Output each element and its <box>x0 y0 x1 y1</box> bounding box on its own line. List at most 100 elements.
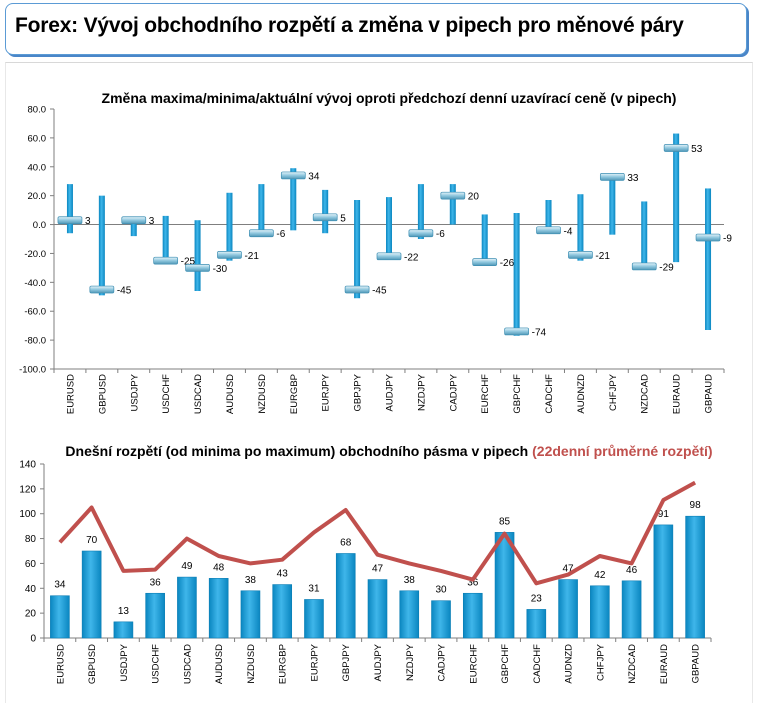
chart2-bar <box>304 599 324 639</box>
chart1-current-marker <box>121 216 147 225</box>
chart2-x-tick-label: EURCHF <box>468 644 479 684</box>
chart1-data-label: -30 <box>213 264 228 275</box>
chart2-y-tick-label: 60 <box>25 559 37 570</box>
page-title-box: Forex: Vývoj obchodního rozpětí a změna … <box>5 3 747 55</box>
chart1-current-marker <box>217 251 242 259</box>
chart1-range-bar <box>673 133 680 263</box>
chart1-y-tick-label: 0.0 <box>33 220 46 231</box>
chart1-current-marker <box>185 264 210 272</box>
chart1-data-label: -29 <box>659 262 674 273</box>
chart1-range-bar <box>705 188 712 330</box>
chart1-y-tick-label: -100.0 <box>19 365 46 376</box>
chart1-range-bar <box>226 192 233 261</box>
chart2-data-label: 23 <box>531 593 543 604</box>
chart2-bar <box>177 576 197 639</box>
chart2-y-tick-label: 0 <box>30 634 36 645</box>
chart1-x-tick-label: GBPCHF <box>512 374 523 414</box>
chart-panel <box>5 62 753 703</box>
chart1-data-label: 53 <box>691 144 703 155</box>
chart1-range-bar <box>513 213 520 336</box>
chart2-x-tick-label: NZDUSD <box>246 644 257 684</box>
chart2-bar <box>208 578 229 639</box>
chart1-data-label: -4 <box>564 226 573 237</box>
chart1-title: Změna maxima/minima/aktuální vývoj oprot… <box>102 90 677 106</box>
chart2-data-label: 68 <box>340 537 352 548</box>
chart1-y-tick-label: -40.0 <box>24 278 46 289</box>
chart1-data-label: -9 <box>723 234 732 245</box>
chart1-y-tick-label: -60.0 <box>24 307 46 318</box>
chart1-current-marker <box>344 285 370 294</box>
chart2-data-label: 46 <box>626 565 638 576</box>
chart1-data-label: -26 <box>500 258 515 269</box>
chart1-data-label: 34 <box>308 171 320 182</box>
chart1-x-tick-label: AUDUSD <box>225 374 236 414</box>
chart2-x-tick-label: AUDJPY <box>373 643 384 681</box>
chart2-bar <box>240 590 261 639</box>
chart2-x-tick-label: NZDCAD <box>627 644 638 684</box>
chart1-range-bar <box>194 220 201 291</box>
chart2-data-label: 48 <box>213 562 225 573</box>
chart2-bar <box>685 515 705 639</box>
chart2-data-label: 42 <box>594 570 606 581</box>
chart2-x-tick-label: CADJPY <box>437 643 448 681</box>
chart2-bar <box>367 579 388 639</box>
chart2-data-label: 36 <box>467 577 479 588</box>
chart1-data-label: -25 <box>181 257 196 268</box>
chart1-x-tick-label: EURAUD <box>672 374 683 414</box>
chart1-range-bar <box>354 200 361 299</box>
chart2-data-label: 91 <box>658 509 670 520</box>
chart1-current-marker <box>408 229 434 238</box>
chart2-bar <box>399 590 420 639</box>
chart2-data-label: 49 <box>181 561 193 572</box>
chart1-x-tick-label: NZDJPY <box>416 373 427 411</box>
chart2-data-label: 34 <box>54 580 66 591</box>
chart1-x-tick-label: EURGBP <box>289 374 300 414</box>
chart2-data-label: 31 <box>308 583 320 594</box>
chart2-x-tick-label: GBPAUD <box>691 644 702 684</box>
chart1-x-tick-label: USDCHF <box>161 374 172 414</box>
chart1-range-bar <box>481 214 488 264</box>
chart2-bar <box>494 532 515 639</box>
chart2-x-tick-label: USDCAD <box>182 644 193 684</box>
chart2-data-label: 47 <box>563 564 575 575</box>
chart2-data-label: 98 <box>690 500 702 511</box>
chart1-x-tick-label: EURUSD <box>65 374 76 414</box>
chart1-current-marker <box>153 256 179 265</box>
chart1-range-bar <box>162 215 169 264</box>
chart2-bar <box>653 524 674 639</box>
chart1-current-marker <box>631 262 657 271</box>
chart1-x-tick-label: CHFJPY <box>608 373 619 411</box>
chart2-bar <box>431 600 451 639</box>
chart2-x-tick-label: AUDNZD <box>564 644 575 684</box>
chart2-bar <box>145 592 165 639</box>
chart1-range-bar <box>290 168 297 231</box>
chart1-data-label: 3 <box>85 216 91 227</box>
chart1-current-marker <box>568 251 593 259</box>
chart1-data-label: 5 <box>340 213 346 224</box>
chart1-y-tick-label: 40.0 <box>28 162 47 173</box>
chart1-x-tick-label: USDCAD <box>193 374 204 414</box>
chart1-x-tick-label: AUDJPY <box>385 373 396 411</box>
chart1-y-tick-label: -20.0 <box>24 249 46 260</box>
chart2-average-line <box>58 480 697 586</box>
chart1-data-label: -21 <box>244 251 259 262</box>
chart2-data-label: 36 <box>150 577 162 588</box>
chart1-y-tick-label: -80.0 <box>24 336 46 347</box>
chart1-x-tick-label: AUDNZD <box>576 374 587 414</box>
chart2-x-tick-label: NZDJPY <box>405 643 416 681</box>
chart2-data-label: 38 <box>404 575 416 586</box>
chart2-x-tick-label: EURGBP <box>278 644 289 684</box>
chart1-range-bar <box>641 201 648 268</box>
chart2-data-label: 38 <box>245 575 257 586</box>
chart2-bar <box>462 592 483 639</box>
chart1-x-tick-label: CADJPY <box>448 373 459 411</box>
chart1-current-marker <box>89 285 115 294</box>
chart1-range-bar <box>322 189 329 234</box>
chart2-x-tick-label: AUDUSD <box>214 644 225 684</box>
chart1-current-marker <box>504 327 529 336</box>
chart2-x-tick-label: CADCHF <box>532 644 543 684</box>
chart1-range-bar <box>98 195 105 296</box>
chart1-current-marker <box>472 258 498 266</box>
chart2-bar <box>81 550 102 639</box>
chart1-range-bar <box>386 197 392 260</box>
